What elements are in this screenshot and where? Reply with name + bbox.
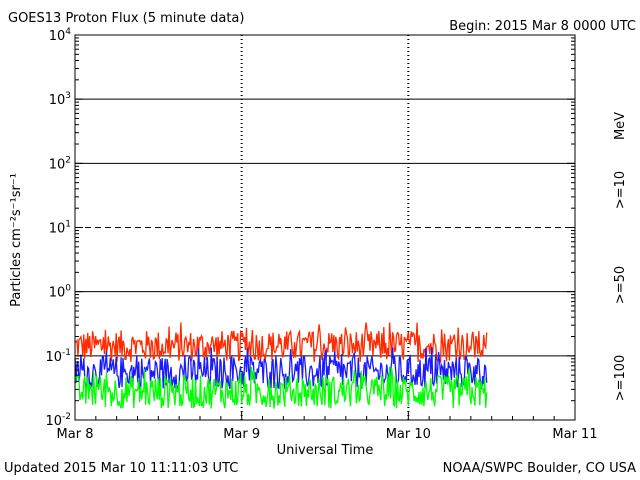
y-tick-label-2: 100	[49, 284, 72, 301]
begin-label: Begin: 2015 Mar 8 0000 UTC	[449, 19, 636, 34]
y-tick-label-3: 101	[49, 220, 71, 237]
x-tick-layer: Mar 8 Mar 9 Mar 10 Mar 11	[57, 412, 598, 442]
y-tick-layer: 10-2 10-1 100 101 102 103 104	[45, 27, 575, 429]
updated-timestamp: Updated 2015 Mar 10 11:11:03 UTC	[4, 461, 238, 476]
legend-unit: MeV	[613, 112, 628, 140]
source-credit: NOAA/SWPC Boulder, CO USA	[443, 461, 636, 476]
series-line-2	[74, 366, 488, 409]
x-tick-label-3: Mar 11	[552, 427, 597, 442]
legend-series-1: >=50	[613, 266, 628, 304]
x-tick-label-0: Mar 8	[57, 427, 94, 442]
series-layer	[74, 322, 488, 409]
y-tick-label-0: 10-2	[45, 412, 71, 429]
series-line-0	[74, 322, 488, 364]
legend-series-0: >=10	[613, 171, 628, 209]
grid-layer	[75, 35, 575, 420]
x-axis-label: Universal Time	[277, 443, 374, 458]
chart-title: GOES13 Proton Flux (5 minute data)	[8, 11, 244, 26]
y-tick-label-5: 103	[49, 91, 71, 108]
x-tick-label-1: Mar 9	[223, 427, 260, 442]
y-tick-label-6: 104	[49, 27, 72, 44]
x-tick-label-2: Mar 10	[386, 427, 431, 442]
y-tick-label-4: 102	[49, 155, 71, 172]
legend-series-2: >=100	[613, 355, 628, 402]
y-axis-label: Particles cm⁻²s⁻¹sr⁻¹	[9, 173, 24, 307]
y-tick-label-1: 10-1	[45, 348, 71, 365]
